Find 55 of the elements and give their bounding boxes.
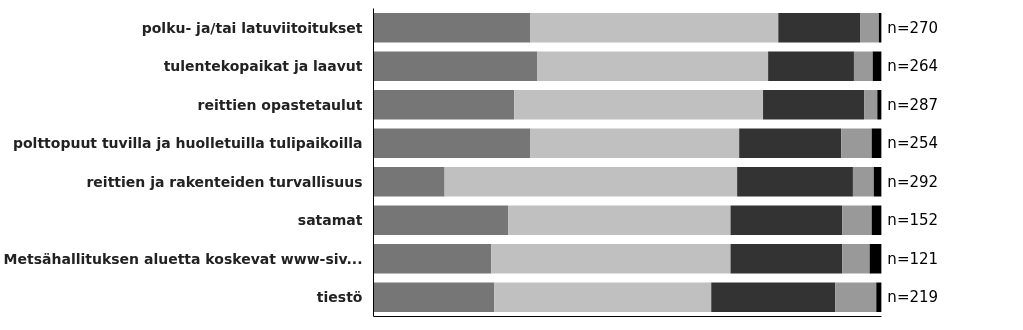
y-tick-label: Metsähallituksen aluetta koskevat www-siv... (3, 250, 363, 267)
bar (373, 167, 445, 197)
bar (876, 282, 882, 312)
bar (730, 205, 843, 235)
bar (871, 128, 882, 158)
bar (877, 90, 882, 120)
bar (835, 282, 877, 312)
bar (842, 244, 870, 274)
bar (514, 90, 764, 120)
bar (373, 51, 538, 81)
text: n=219 (887, 288, 939, 307)
bar (530, 13, 779, 43)
bar (763, 90, 865, 120)
bar (872, 51, 882, 81)
bar (864, 90, 878, 120)
bar (873, 167, 882, 197)
text: n=270 (887, 18, 939, 37)
bar (737, 167, 853, 197)
bar (852, 167, 874, 197)
text: n=152 (887, 211, 939, 230)
y-tick-label: polttopuut tuvilla ja huolletuilla tulipaikoilla (12, 135, 363, 152)
text: n=264 (887, 57, 939, 76)
text: n=121 (887, 249, 939, 268)
text: n=254 (887, 134, 939, 153)
bar (373, 205, 509, 235)
bar (537, 51, 769, 81)
text: n=292 (887, 172, 939, 191)
y-tick-label: satamat (297, 212, 363, 229)
bar (373, 13, 531, 43)
y-tick-label: tiestö (316, 289, 363, 306)
bar (842, 205, 872, 235)
y-tick-label: polku- ja/tai latuviitoitukset (141, 19, 363, 36)
bar (530, 128, 740, 158)
bar (373, 244, 492, 274)
text: n=287 (887, 95, 939, 114)
bar (730, 244, 843, 274)
bar (871, 205, 882, 235)
bar (841, 128, 872, 158)
bar (869, 244, 882, 274)
bar (491, 244, 731, 274)
bar (373, 128, 531, 158)
bar (373, 282, 495, 312)
y-tick-label: reittien opastetaulut (197, 96, 363, 113)
bar (768, 51, 854, 81)
bar (739, 128, 842, 158)
bar (711, 282, 836, 312)
bar (444, 167, 738, 197)
y-tick-label: reittien ja rakenteiden turvallisuus (86, 173, 363, 190)
bar (373, 90, 515, 120)
bar (860, 13, 879, 43)
bar (853, 51, 873, 81)
bar (494, 282, 712, 312)
bar (508, 205, 731, 235)
y-tick-label: tulentekopaikat ja laavut (163, 58, 363, 75)
bar (778, 13, 861, 43)
